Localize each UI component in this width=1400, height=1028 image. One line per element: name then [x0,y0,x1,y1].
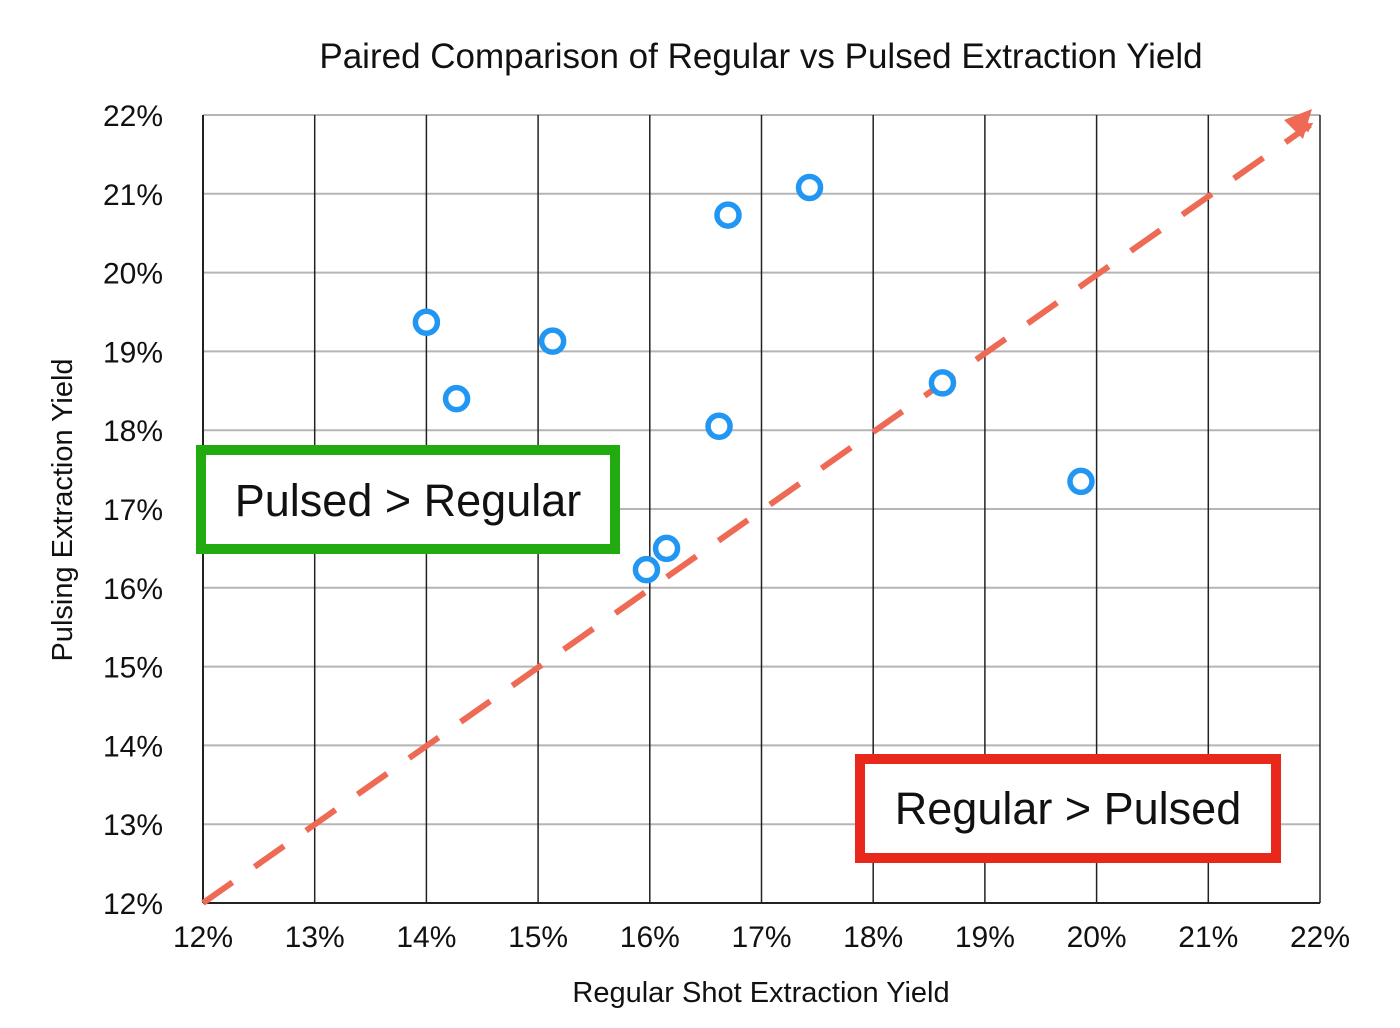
y-tick-label: 17% [103,494,163,527]
x-tick-label: 22% [1290,921,1350,954]
y-axis-title: Pulsing Extraction Yield [47,358,79,661]
x-tick-label: 21% [1178,921,1238,954]
y-axis-ticks: 12% 13% 14% 15% 16% 17% 18% 19% 20% 21% 22% [103,100,163,921]
y-tick-label: 20% [103,258,163,291]
x-axis-title: Regular Shot Extraction Yield [572,977,949,1009]
y-tick-label: 21% [103,179,163,212]
data-point [928,369,957,397]
x-tick-label: 12% [173,921,233,954]
y-tick-label: 15% [103,652,163,685]
y-tick-label: 16% [103,573,163,606]
data-point [632,555,661,584]
data-point [652,534,681,563]
reference-line-group [201,109,1314,906]
data-point [1067,467,1095,496]
x-tick-label: 17% [731,921,791,954]
x-tick-label: 16% [620,921,680,954]
y-tick-label: 19% [103,336,163,369]
annotation-pulsed-greater: Pulsed > Regular [235,475,581,526]
annotation-regular-greater: Regular > Pulsed [895,783,1241,834]
x-axis-ticks: 12% 13% 14% 15% 16% 17% 18% 19% 20% 21% 22% [173,921,1350,954]
data-point [714,201,742,229]
data-point [412,308,441,336]
annotation-box-pulsed [196,445,620,554]
y-tick-label: 14% [103,730,163,763]
y-tick-label: 22% [103,100,163,133]
x-tick-label: 15% [508,921,568,954]
data-point [795,173,824,202]
y-tick-label: 12% [103,888,163,921]
x-tick-label: 13% [285,921,345,954]
reference-arrowhead [1284,109,1312,139]
x-tick-label: 18% [843,921,903,954]
data-point [538,327,567,355]
y-tick-label: 18% [103,415,163,448]
data-point [705,412,733,441]
y-tick-label: 13% [103,809,163,842]
data-point [442,384,471,413]
x-tick-label: 19% [955,921,1015,954]
x-tick-label: 20% [1067,921,1127,954]
chart-title: Paired Comparison of Regular vs Pulsed E… [319,37,1202,76]
annotation-box-regular [855,754,1281,863]
x-tick-label: 14% [396,921,456,954]
data-points [412,173,1095,584]
